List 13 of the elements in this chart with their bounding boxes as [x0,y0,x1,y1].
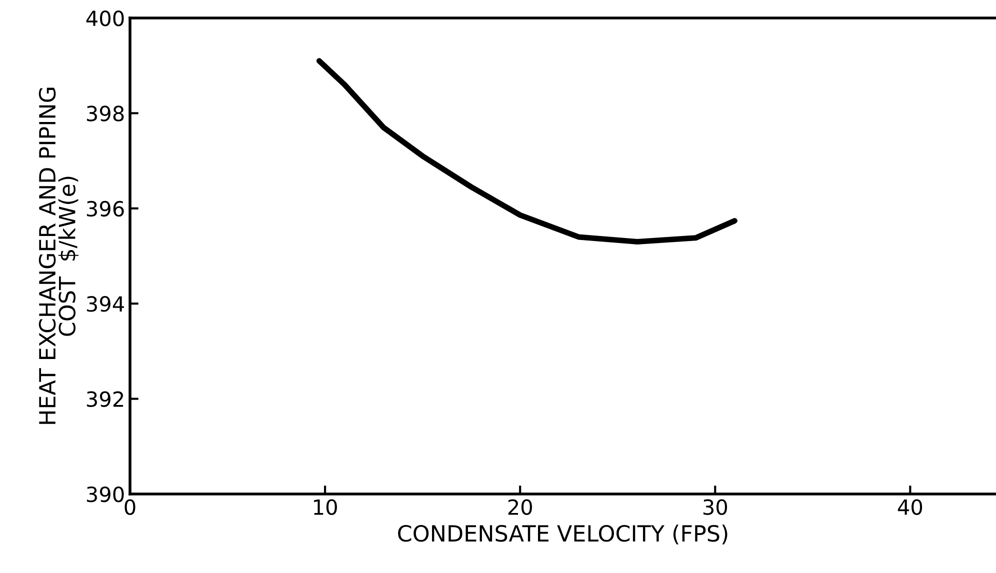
x-tick-label: 0 [124,499,136,515]
y-tick-label: 400 [86,10,124,26]
x-tick-label: 20 [508,499,532,515]
y-axis-title: HEAT EXCHANGER AND PIPING COST $/kW(e) [38,88,78,424]
x-axis-title: CONDENSATE VELOCITY (FPS) [398,524,728,544]
y-tick-label: 390 [86,486,124,502]
y-tick-label: 398 [86,106,124,122]
x-tick-label: 40 [898,499,922,515]
x-tick-label: 10 [314,499,337,515]
x-tick-label: 30 [703,499,728,515]
y-tick-label: 392 [86,391,124,408]
y-tick-label: 394 [86,296,124,312]
y-tick-label: 396 [86,200,124,217]
